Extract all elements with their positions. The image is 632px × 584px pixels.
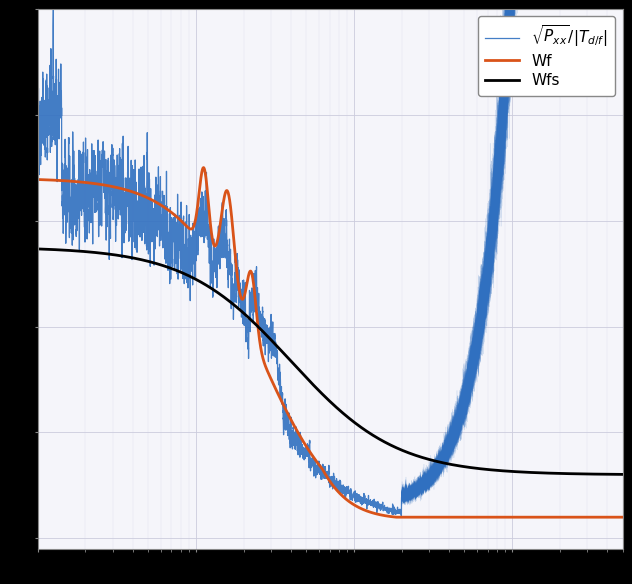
$\sqrt{P_{xx}}/|T_{d/f}|$ (499, 112, 506, 119)
Wf (468, 514, 475, 521)
$\sqrt{P_{xx}}/|T_{d/f}|$ (34, 98, 42, 105)
$\sqrt{P_{xx}}/|T_{d/f}|$ (468, 369, 475, 376)
Wf (63, 178, 71, 185)
Wfs (499, 467, 506, 474)
Wfs (619, 471, 626, 478)
Wfs (34, 245, 42, 252)
Wfs (246, 315, 253, 322)
$\sqrt{P_{xx}}/|T_{d/f}|$ (63, 218, 71, 225)
$\sqrt{P_{xx}}/|T_{d/f}|$ (398, 513, 405, 520)
Wf (34, 176, 42, 183)
Wfs (406, 450, 413, 457)
Wf (380, 512, 387, 519)
Line: Wfs: Wfs (38, 249, 623, 474)
Wfs (468, 464, 475, 471)
Wfs (380, 438, 387, 445)
$\sqrt{P_{xx}}/|T_{d/f}|$ (380, 504, 387, 511)
Line: Wf: Wf (38, 168, 623, 517)
Line: $\sqrt{P_{xx}}/|T_{d/f}|$: $\sqrt{P_{xx}}/|T_{d/f}|$ (38, 0, 623, 517)
$\sqrt{P_{xx}}/|T_{d/f}|$ (246, 289, 253, 296)
Legend: $\sqrt{P_{xx}}/|T_{d/f}|$, Wf, Wfs: $\sqrt{P_{xx}}/|T_{d/f}|$, Wf, Wfs (478, 16, 615, 96)
Wf (392, 514, 400, 521)
Wf (200, 164, 207, 171)
Wfs (63, 247, 71, 254)
Wf (246, 269, 253, 276)
$\sqrt{P_{xx}}/|T_{d/f}|$ (406, 488, 413, 495)
Wf (619, 514, 626, 521)
Wf (499, 514, 506, 521)
Wf (406, 514, 413, 521)
